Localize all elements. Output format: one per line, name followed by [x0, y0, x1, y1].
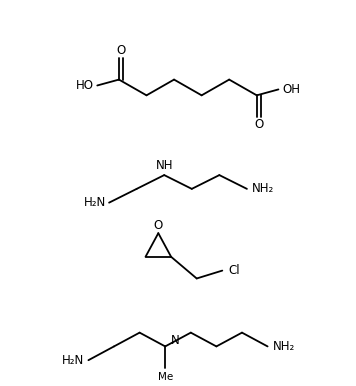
Text: NH₂: NH₂	[252, 182, 274, 195]
Text: Cl: Cl	[228, 264, 240, 277]
Text: NH₂: NH₂	[273, 340, 295, 353]
Text: O: O	[154, 219, 163, 232]
Text: Me: Me	[158, 372, 173, 382]
Text: OH: OH	[282, 83, 300, 96]
Text: HO: HO	[75, 79, 94, 92]
Text: N: N	[171, 334, 180, 347]
Text: O: O	[116, 44, 126, 56]
Text: O: O	[254, 119, 263, 131]
Text: H₂N: H₂N	[84, 196, 106, 209]
Text: NH: NH	[156, 159, 173, 172]
Text: H₂N: H₂N	[62, 354, 84, 367]
